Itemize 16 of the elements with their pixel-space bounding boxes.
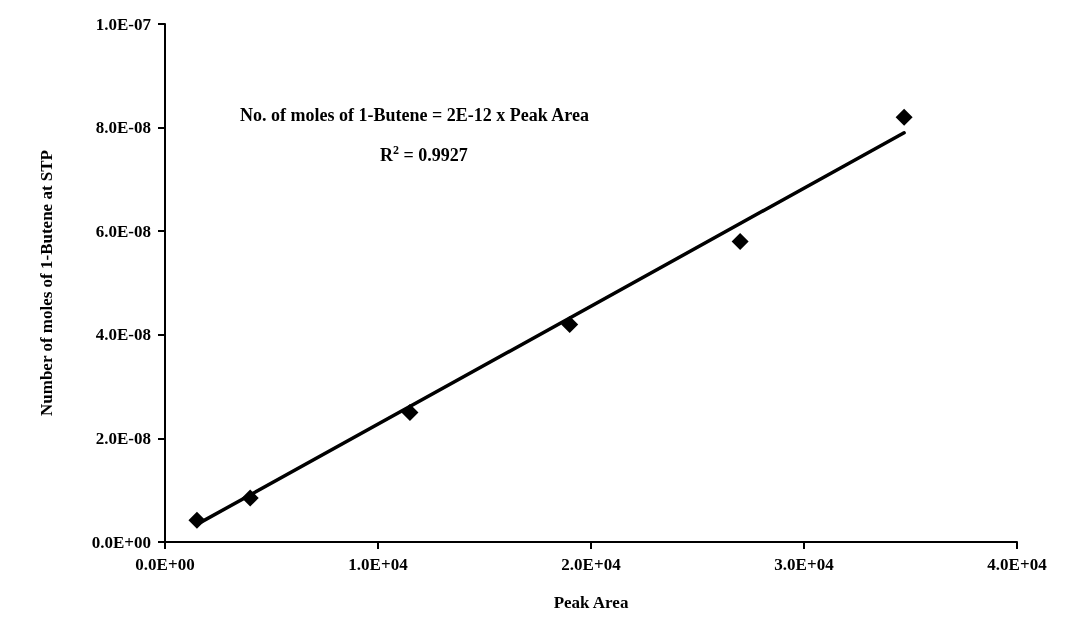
y-tick-label: 2.0E-08 xyxy=(95,428,151,448)
x-tick-label: 4.0E+04 xyxy=(987,555,1048,574)
y-tick-label: 1.0E-07 xyxy=(95,14,152,34)
x-tick-label: 0.0E+00 xyxy=(135,555,195,574)
x-axis-title: Peak Area xyxy=(553,593,629,612)
x-tick-label: 2.0E+04 xyxy=(561,555,622,574)
x-tick-label: 3.0E+04 xyxy=(774,555,835,574)
point xyxy=(895,108,913,126)
y-axis-title: Number of moles of 1-Butene at STP xyxy=(37,150,56,416)
y-tick-label: 0.0E+00 xyxy=(91,532,151,552)
y-tick-label: 4.0E-08 xyxy=(95,325,151,345)
y-tick-label: 8.0E-08 xyxy=(95,118,151,138)
y-tick-label: 6.0E-08 xyxy=(95,221,151,241)
annotation: No. of moles of 1-Butene = 2E-12 x Peak Area xyxy=(240,105,589,125)
x-tick-label: 1.0E+04 xyxy=(348,555,409,574)
point xyxy=(731,233,749,251)
